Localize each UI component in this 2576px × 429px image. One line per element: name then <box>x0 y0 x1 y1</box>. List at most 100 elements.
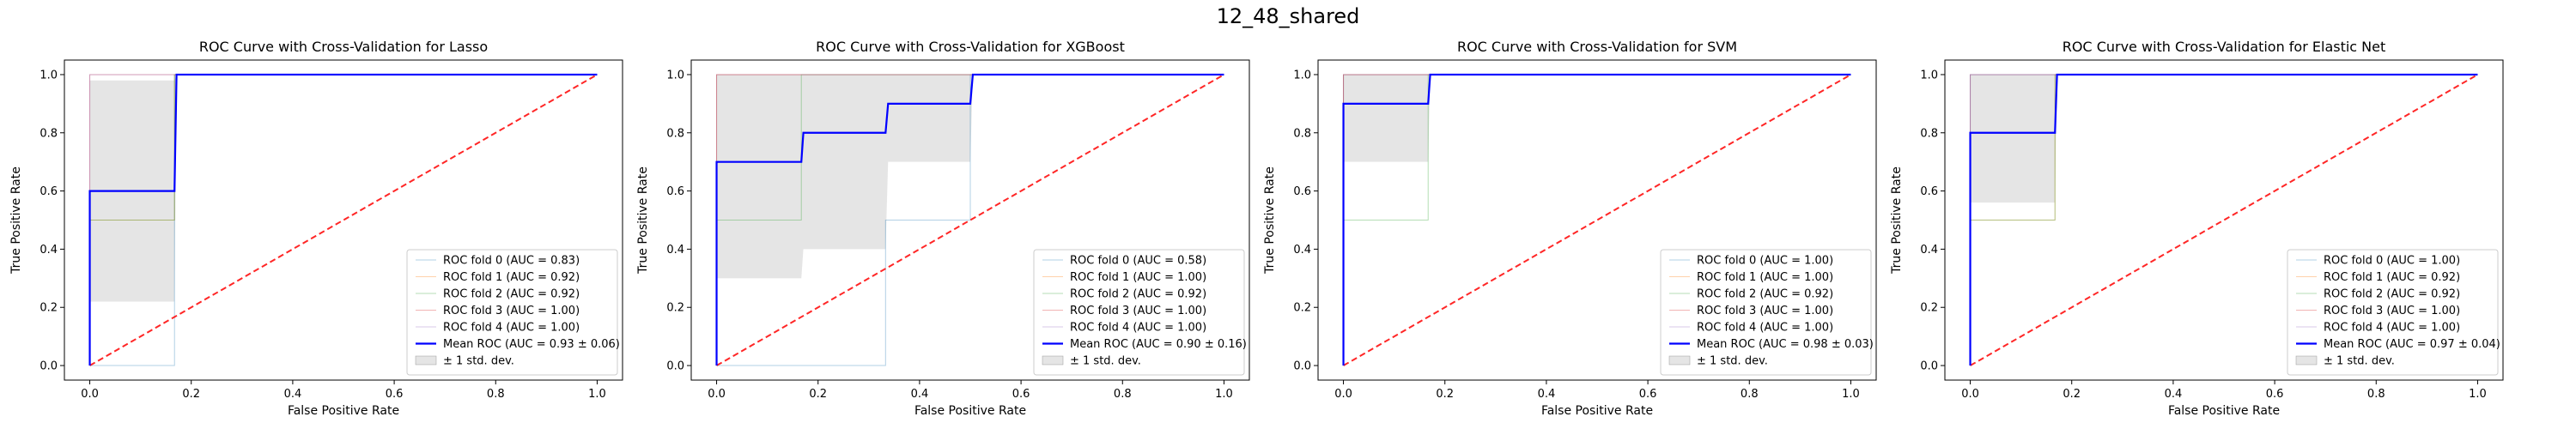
y-tick-label: 0.2 <box>666 302 684 315</box>
x-axis-label: False Positive Rate <box>288 404 399 418</box>
x-tick-label: 0.0 <box>81 388 99 401</box>
legend-fold-label: ROC fold 0 (AUC = 1.00) <box>2324 255 2460 268</box>
legend: ROC fold 0 (AUC = 0.58) ROC fold 1 (AUC =… <box>1033 249 1247 376</box>
x-tick-label: 0.2 <box>182 388 200 401</box>
legend-mean-label: Mean ROC (AUC = 0.93 ± 0.06) <box>443 338 620 351</box>
x-axis-label: False Positive Rate <box>1541 404 1653 418</box>
legend: ROC fold 0 (AUC = 1.00) ROC fold 1 (AUC =… <box>1660 249 1874 376</box>
chart-panels: ROC Curve with Cross-Validation for Lass… <box>9 39 2504 418</box>
y-tick-label: 1.0 <box>39 69 58 82</box>
legend-fold-label: ROC fold 4 (AUC = 1.00) <box>1070 322 1206 335</box>
y-tick-label: 0.0 <box>1293 360 1311 373</box>
x-tick-label: 1.0 <box>1842 388 1860 401</box>
x-tick-label: 0.0 <box>1961 388 1979 401</box>
legend-band-swatch <box>1668 355 1691 366</box>
legend-band-swatch <box>1042 355 1064 366</box>
mean-roc-line <box>715 73 1224 366</box>
x-tick-label: 0.4 <box>284 388 302 401</box>
y-axis-label: True Positive Rate <box>1263 166 1277 275</box>
y-axis-label: True Positive Rate <box>636 166 650 275</box>
legend-fold-label: ROC fold 3 (AUC = 1.00) <box>1070 305 1206 317</box>
y-tick-label: 1.0 <box>1293 69 1311 82</box>
y-tick-label: 0.6 <box>39 185 58 198</box>
y-tick-label: 0.8 <box>1920 127 1938 140</box>
x-tick-label: 0.6 <box>2266 388 2284 401</box>
legend-fold-label: ROC fold 4 (AUC = 1.00) <box>1697 322 1833 335</box>
legend-fold-label: ROC fold 0 (AUC = 0.58) <box>1070 255 1206 268</box>
y-tick-label: 0.0 <box>666 360 684 373</box>
std-dev-band <box>716 74 1224 279</box>
legend-fold-label: ROC fold 2 (AUC = 0.92) <box>1697 288 1833 301</box>
roc-panel-3: ROC Curve with Cross-Validation for Elas… <box>1890 39 2504 418</box>
y-tick-label: 0.6 <box>1293 185 1311 198</box>
roc-panel-2: ROC Curve with Cross-Validation for SVM F… <box>1263 39 1877 418</box>
y-tick-label: 0.8 <box>1293 127 1311 140</box>
legend-fold-label: ROC fold 1 (AUC = 1.00) <box>1070 271 1206 284</box>
legend-fold-label: ROC fold 2 (AUC = 0.92) <box>2324 288 2460 301</box>
legend-fold-label: ROC fold 2 (AUC = 0.92) <box>443 288 580 301</box>
axes-frame <box>690 59 1250 381</box>
x-tick-label: 0.8 <box>487 388 505 401</box>
legend: ROC fold 0 (AUC = 1.00) ROC fold 1 (AUC =… <box>2287 249 2500 376</box>
x-tick-label: 0.2 <box>2063 388 2081 401</box>
mean-roc-line <box>1342 73 1851 366</box>
mean-roc-line <box>88 73 598 366</box>
y-tick-label: 0.0 <box>39 360 58 373</box>
legend-fold-label: ROC fold 1 (AUC = 1.00) <box>1697 271 1833 284</box>
legend-band-label: ± 1 std. dev. <box>443 355 514 368</box>
y-tick-label: 0.4 <box>666 244 684 257</box>
legend: ROC fold 0 (AUC = 0.83) ROC fold 1 (AUC =… <box>406 249 620 376</box>
y-axis-label: True Positive Rate <box>1890 166 1904 275</box>
roc-panel-1: ROC Curve with Cross-Validation for XGBo… <box>636 39 1250 418</box>
y-tick-label: 0.8 <box>39 127 58 140</box>
y-tick-label: 0.4 <box>1293 244 1311 257</box>
y-tick-label: 0.0 <box>1920 360 1938 373</box>
legend-fold-label: ROC fold 4 (AUC = 1.00) <box>443 322 580 335</box>
x-tick-label: 0.4 <box>911 388 929 401</box>
x-tick-label: 0.6 <box>386 388 404 401</box>
y-tick-label: 0.2 <box>39 302 58 315</box>
y-tick-label: 0.4 <box>1920 244 1938 257</box>
x-tick-label: 0.8 <box>2367 388 2385 401</box>
x-tick-label: 0.8 <box>1114 388 1132 401</box>
chance-line <box>89 74 598 366</box>
x-axis-label: False Positive Rate <box>2168 404 2280 418</box>
legend-fold-label: ROC fold 3 (AUC = 1.00) <box>443 305 580 317</box>
legend-fold-label: ROC fold 0 (AUC = 0.83) <box>443 255 580 268</box>
legend-band-label: ± 1 std. dev. <box>1070 355 1141 368</box>
legend-fold-label: ROC fold 3 (AUC = 1.00) <box>1697 305 1833 317</box>
legend-frame <box>2287 249 2499 376</box>
panel-title: ROC Curve with Cross-Validation for Lass… <box>199 39 488 55</box>
legend-band-label: ± 1 std. dev. <box>2324 355 2395 368</box>
legend-frame <box>406 249 618 376</box>
x-tick-label: 0.4 <box>1538 388 1556 401</box>
x-tick-label: 1.0 <box>588 388 606 401</box>
x-tick-label: 0.0 <box>1334 388 1352 401</box>
figure-suptitle: 12_48_shared <box>1217 4 1360 28</box>
legend-mean-label: Mean ROC (AUC = 0.97 ± 0.04) <box>2324 338 2500 351</box>
x-tick-label: 0.2 <box>809 388 827 401</box>
x-tick-label: 0.4 <box>2165 388 2183 401</box>
y-tick-label: 0.8 <box>666 127 684 140</box>
x-tick-label: 1.0 <box>2469 388 2487 401</box>
legend-mean-label: Mean ROC (AUC = 0.98 ± 0.03) <box>1697 338 1874 351</box>
y-tick-label: 0.6 <box>666 185 684 198</box>
y-tick-label: 0.2 <box>1293 302 1311 315</box>
std-dev-band <box>89 74 598 302</box>
chance-line <box>1970 74 2478 366</box>
legend-fold-label: ROC fold 3 (AUC = 1.00) <box>2324 305 2460 317</box>
y-tick-label: 0.2 <box>1920 302 1938 315</box>
legend-fold-label: ROC fold 2 (AUC = 0.92) <box>1070 288 1206 301</box>
x-tick-label: 0.6 <box>1012 388 1030 401</box>
x-tick-label: 0.2 <box>1436 388 1454 401</box>
y-tick-label: 1.0 <box>666 69 684 82</box>
std-dev-band <box>1970 74 2478 203</box>
legend-band-swatch <box>415 355 437 366</box>
axes-frame <box>1317 59 1877 381</box>
y-tick-label: 0.6 <box>1920 185 1938 198</box>
legend-frame <box>1660 249 1872 376</box>
chance-line <box>1343 74 1851 366</box>
x-tick-label: 0.6 <box>1639 388 1657 401</box>
y-tick-label: 0.4 <box>39 244 58 257</box>
